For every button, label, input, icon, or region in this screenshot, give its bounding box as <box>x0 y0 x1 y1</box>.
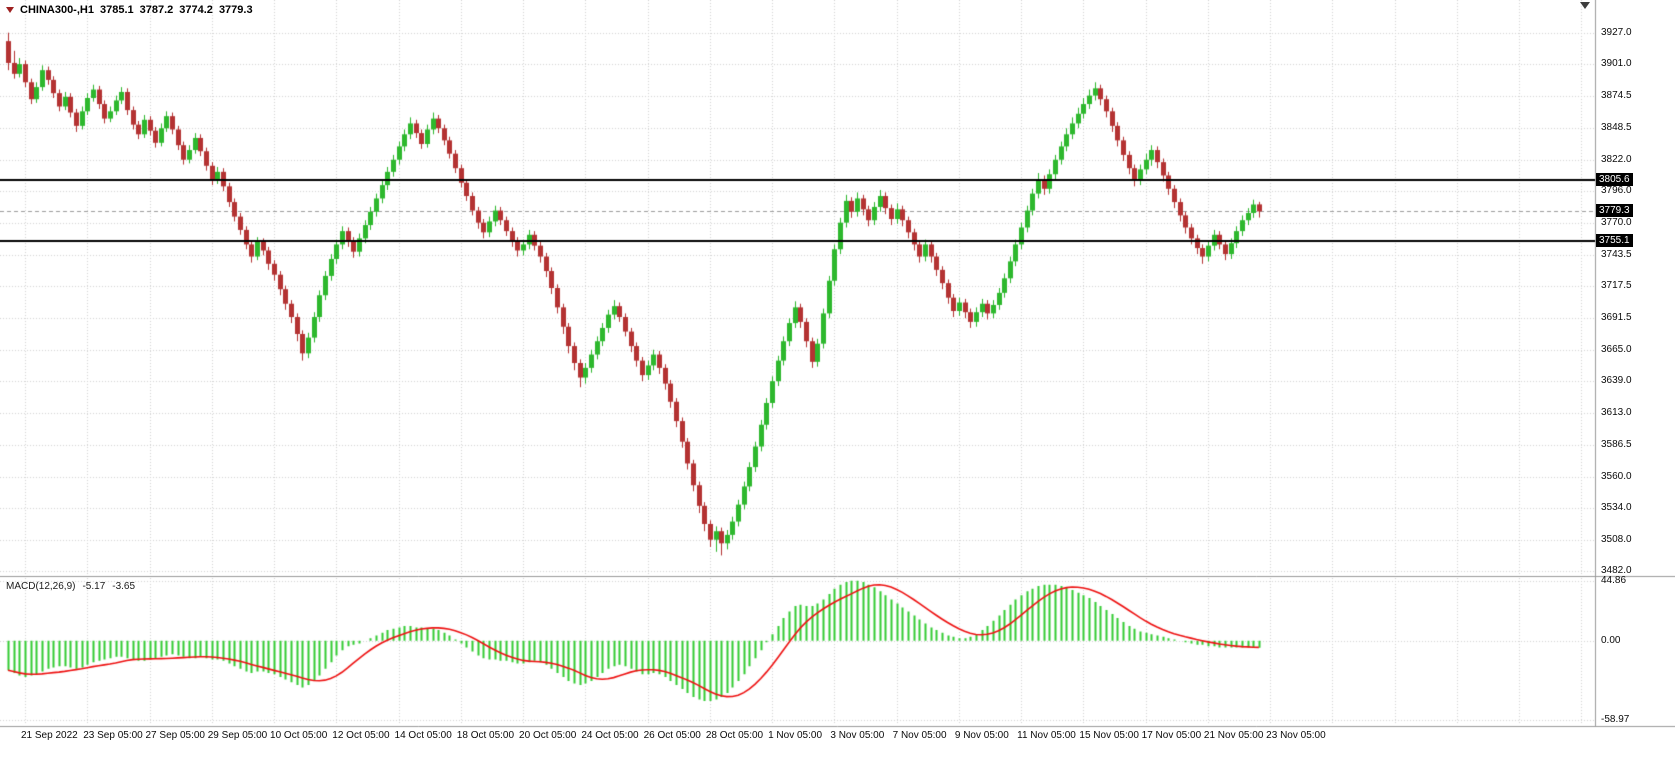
time-tick-label: 11 Nov 05:00 <box>1017 730 1076 741</box>
chart-shift-marker[interactable] <box>1580 2 1590 9</box>
price-tick-label: 3508.0 <box>1601 533 1632 545</box>
level-price-box[interactable]: 3805.6 <box>1596 172 1633 186</box>
price-tick-label: 3560.0 <box>1601 470 1632 482</box>
time-tick-label: 9 Nov 05:00 <box>954 730 1009 741</box>
ohlc-open-value: 3785.1 <box>99 4 134 16</box>
time-tick-label: 28 Oct 05:00 <box>705 730 764 741</box>
time-tick-label: 1 Nov 05:00 <box>768 730 823 741</box>
symbol-dropdown-icon[interactable] <box>6 7 14 13</box>
level-price-box[interactable]: 3755.1 <box>1596 233 1633 247</box>
price-tick-label: 3796.0 <box>1601 185 1632 197</box>
price-tick-label: 3691.5 <box>1601 311 1632 323</box>
macd-tick-label: -58.97 <box>1601 713 1630 725</box>
time-tick-label: 29 Sep 05:00 <box>207 730 268 741</box>
time-tick-label: 24 Oct 05:00 <box>581 730 639 741</box>
symbol-period-label: CHINA300-,H1 <box>20 4 94 16</box>
time-tick-label: 3 Nov 05:00 <box>830 730 885 741</box>
price-tick-label: 3874.5 <box>1601 90 1632 102</box>
price-tick-label: 3586.5 <box>1601 438 1632 450</box>
ohlc-high-value: 3787.2 <box>139 4 174 16</box>
price-tick-label: 3613.0 <box>1601 406 1632 418</box>
time-tick-label: 26 Oct 05:00 <box>643 730 701 741</box>
ohlc-close-value: 3779.3 <box>218 4 253 16</box>
price-tick-label: 3822.0 <box>1601 153 1632 165</box>
macd-tick-label: 0.00 <box>1601 634 1621 646</box>
macd-main-value: -5.17 <box>82 581 106 592</box>
time-tick-label: 23 Nov 05:00 <box>1266 730 1326 741</box>
time-tick-label: 18 Oct 05:00 <box>456 730 515 741</box>
chart-title: CHINA300-,H1 3785.1 3787.2 3774.2 3779.3 <box>6 4 253 16</box>
macd-tick-label: 44.86 <box>1601 574 1627 586</box>
price-tick-label: 3482.0 <box>1601 565 1632 577</box>
price-axis[interactable]: 3927.0 3901.0 3874.5 3848.5 3822.0 3796.0 3770… <box>1595 0 1675 727</box>
price-tick-label: 3534.0 <box>1601 502 1632 514</box>
time-axis[interactable]: 21 Sep 2022 23 Sep 05:00 27 Sep 05:00 29 Se… <box>0 727 1675 763</box>
time-tick-label: 21 Nov 05:00 <box>1203 730 1264 741</box>
time-tick-label: 20 Oct 05:00 <box>519 730 577 741</box>
time-tick-label: 7 Nov 05:00 <box>892 730 947 741</box>
price-tick-label: 3743.5 <box>1601 248 1632 260</box>
time-tick-label: 14 Oct 05:00 <box>394 730 452 741</box>
macd-indicator-label: MACD(12,26,9) -5.17 -3.65 <box>6 581 135 592</box>
price-tick-label: 3717.5 <box>1601 280 1632 292</box>
time-tick-label: 10 Oct 05:00 <box>270 730 328 741</box>
price-tick-label: 3927.0 <box>1601 26 1632 38</box>
time-tick-label: 21 Sep 2022 <box>20 730 78 741</box>
price-tick-label: 3770.0 <box>1601 216 1632 228</box>
macd-name-label: MACD(12,26,9) <box>6 581 76 592</box>
price-tick-label: 3848.5 <box>1601 121 1632 133</box>
time-tick-label: 27 Sep 05:00 <box>145 730 206 741</box>
current-price-box: 3779.3 <box>1596 204 1633 218</box>
price-tick-label: 3639.0 <box>1601 375 1632 387</box>
ohlc-low-value: 3774.2 <box>179 4 213 16</box>
macd-signal-value: -3.65 <box>112 581 136 592</box>
time-tick-label: 12 Oct 05:00 <box>332 730 390 741</box>
price-tick-label: 3901.0 <box>1601 58 1632 70</box>
time-tick-label: 17 Nov 05:00 <box>1141 730 1202 741</box>
time-tick-label: 15 Nov 05:00 <box>1079 730 1139 741</box>
price-tick-label: 3665.0 <box>1601 343 1632 355</box>
time-tick-label: 23 Sep 05:00 <box>83 730 143 741</box>
